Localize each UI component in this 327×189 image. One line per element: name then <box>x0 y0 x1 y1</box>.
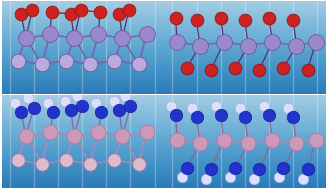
Point <box>30 9 35 12</box>
Point <box>294 44 299 47</box>
Point <box>281 166 286 169</box>
Point <box>228 175 233 178</box>
Point <box>74 94 79 97</box>
Point <box>18 12 24 15</box>
Point <box>276 175 281 178</box>
Point <box>15 59 20 62</box>
Point <box>51 110 56 113</box>
Point <box>286 106 291 109</box>
Point <box>96 33 101 36</box>
Point <box>68 108 74 111</box>
Point <box>173 16 178 19</box>
Point <box>111 100 116 103</box>
Point <box>218 16 223 19</box>
Point <box>197 44 202 47</box>
Point <box>281 67 286 70</box>
Point <box>39 63 44 66</box>
Point <box>267 114 272 117</box>
Point <box>117 12 122 15</box>
Point <box>184 67 189 70</box>
Point <box>112 59 117 62</box>
Point <box>257 168 262 171</box>
Point <box>290 18 296 21</box>
Point <box>269 138 275 141</box>
Point <box>13 102 18 105</box>
Point <box>72 134 77 137</box>
Point <box>290 116 296 119</box>
Point <box>39 162 44 165</box>
Point <box>88 63 93 66</box>
Point <box>218 114 223 117</box>
Point <box>208 68 214 71</box>
Point <box>257 68 262 71</box>
Point <box>194 116 199 119</box>
Point <box>93 102 98 105</box>
Point <box>184 166 189 169</box>
Point <box>252 177 257 180</box>
Point <box>117 108 122 111</box>
Point <box>97 11 102 14</box>
Point <box>197 142 202 145</box>
Point <box>72 37 77 40</box>
Point <box>232 166 238 169</box>
Point <box>49 11 54 14</box>
Point <box>63 59 69 62</box>
Point <box>180 175 185 178</box>
Point <box>300 177 305 180</box>
Point <box>246 44 251 47</box>
Point <box>136 63 141 66</box>
Point <box>269 40 275 43</box>
Point <box>122 94 128 97</box>
Point <box>232 67 238 70</box>
Point <box>47 131 53 134</box>
Point <box>168 105 173 108</box>
Point <box>242 18 248 21</box>
Point <box>313 40 318 43</box>
Point <box>63 159 69 162</box>
Point <box>128 105 133 108</box>
Point <box>63 100 68 103</box>
Point <box>267 16 272 19</box>
Point <box>120 134 125 137</box>
Point <box>175 138 180 141</box>
Point <box>173 114 178 117</box>
Point <box>313 138 318 141</box>
Point <box>23 37 28 40</box>
Point <box>189 106 194 109</box>
Point <box>18 110 24 113</box>
Point <box>246 142 251 145</box>
Point <box>31 106 37 109</box>
Point <box>88 162 93 165</box>
Point <box>45 102 50 105</box>
Point <box>194 18 199 21</box>
Point <box>136 162 141 165</box>
Point <box>112 159 117 162</box>
Point <box>175 40 180 43</box>
Point <box>99 110 104 113</box>
Point <box>305 68 310 71</box>
Point <box>221 138 227 141</box>
Point <box>208 168 214 171</box>
Point <box>237 106 243 109</box>
Point <box>120 37 125 40</box>
Point <box>221 40 227 43</box>
Point <box>294 142 299 145</box>
Point <box>126 9 131 12</box>
Point <box>79 105 85 108</box>
Point <box>26 96 31 99</box>
Point <box>144 33 149 36</box>
Point <box>68 12 74 15</box>
Point <box>262 105 267 108</box>
Point <box>242 116 248 119</box>
Point <box>78 9 83 12</box>
Point <box>204 177 209 180</box>
Point <box>23 134 28 137</box>
Point <box>144 131 149 134</box>
Point <box>305 168 310 171</box>
Point <box>15 159 20 162</box>
Point <box>213 105 218 108</box>
Point <box>96 131 101 134</box>
Point <box>47 33 53 36</box>
